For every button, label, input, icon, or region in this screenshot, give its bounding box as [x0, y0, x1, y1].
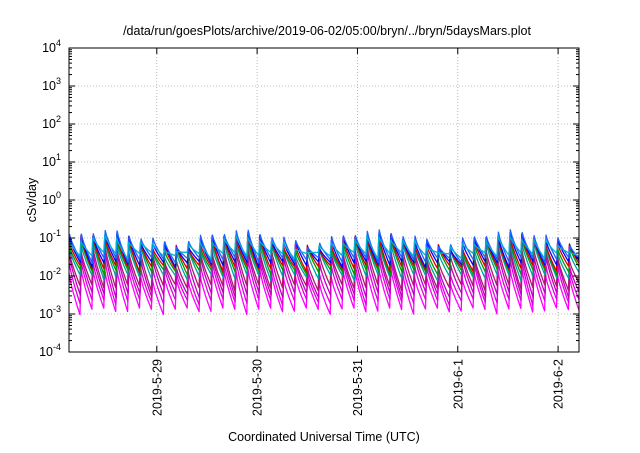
series-line — [69, 234, 579, 260]
x-tick-label: 2019-6-2 — [552, 359, 566, 409]
x-tick-label: 2019-5-31 — [351, 359, 365, 416]
chart-title: /data/run/goesPlots/archive/2019-06-02/0… — [123, 24, 531, 38]
series-line — [69, 229, 579, 264]
x-tick-label: 2019-5-30 — [251, 359, 265, 416]
x-tick-label: 2019-5-29 — [150, 359, 164, 416]
x-axis-label: Coordinated Universal Time (UTC) — [228, 430, 420, 444]
x-tick-label: 2019-6-1 — [451, 359, 465, 409]
series-layer — [69, 229, 579, 316]
y-axis-label: cSv/day — [25, 177, 39, 222]
